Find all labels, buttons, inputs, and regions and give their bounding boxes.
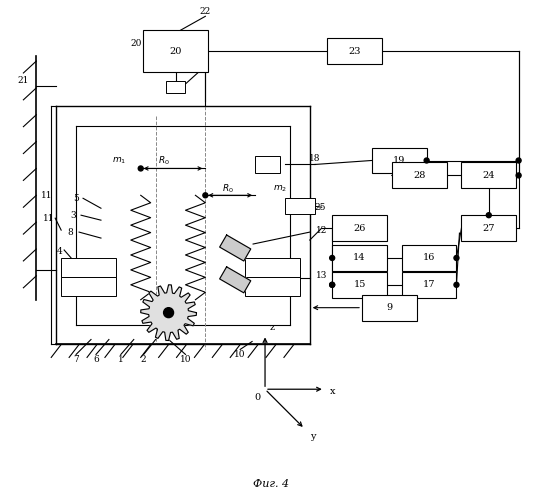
Text: $R_0$: $R_0$ [158,154,170,167]
Text: S: S [269,282,276,291]
Text: 16: 16 [423,254,435,262]
Bar [332,272,387,297]
Polygon shape [141,285,196,341]
Text: 28: 28 [413,171,425,180]
Circle shape [330,256,334,260]
Bar [285,198,315,214]
Text: 23: 23 [349,46,361,56]
Circle shape [424,158,429,163]
Text: 11: 11 [41,191,52,200]
Circle shape [516,173,521,178]
Bar [392,162,447,188]
Text: 22: 22 [200,7,211,16]
Circle shape [454,282,459,288]
Text: z: z [270,323,275,332]
Bar [143,30,208,72]
Text: 2: 2 [141,355,146,364]
Text: 25: 25 [314,202,326,211]
Text: N: N [84,282,93,291]
Text: 20: 20 [169,46,182,56]
Text: 17: 17 [423,280,435,289]
Text: 8: 8 [67,228,73,236]
Circle shape [203,193,208,198]
Text: 5: 5 [73,194,79,203]
Text: 6: 6 [93,355,99,364]
Text: 11: 11 [42,214,54,222]
Text: 4: 4 [56,248,62,256]
Text: 10: 10 [235,350,246,359]
Bar [402,245,456,271]
Text: 10: 10 [180,355,191,364]
Text: 18: 18 [309,154,320,163]
Text: 15: 15 [353,280,366,289]
Text: 21: 21 [18,76,29,86]
Text: 26: 26 [353,224,366,232]
Text: $m_2$: $m_2$ [273,183,287,194]
Bar [461,215,516,241]
Text: y: y [310,432,315,442]
Bar [61,277,116,295]
Text: S: S [85,263,92,272]
Text: 0: 0 [254,392,260,402]
Text: 12: 12 [316,226,327,234]
Bar [372,148,427,174]
Bar [245,277,300,295]
Bar [402,272,456,297]
Bar [332,215,387,241]
Text: $R_0$: $R_0$ [222,182,234,194]
Polygon shape [220,267,251,293]
Text: 1: 1 [118,355,124,364]
Text: x: x [330,386,335,396]
Bar [332,245,387,271]
Text: N: N [268,263,277,272]
Circle shape [164,308,173,318]
Circle shape [454,256,459,260]
Circle shape [516,158,521,163]
Text: 3: 3 [70,210,76,220]
Text: Фиг. 4: Фиг. 4 [253,478,289,488]
Circle shape [138,166,143,171]
Bar [255,156,280,174]
Bar [461,162,516,188]
Text: 27: 27 [482,224,495,232]
Polygon shape [220,235,251,261]
Text: 7: 7 [73,355,79,364]
Text: 13: 13 [316,272,327,280]
Text: 19: 19 [393,156,405,165]
Text: 14: 14 [353,254,366,262]
Text: 24: 24 [482,171,495,180]
Bar [245,258,300,277]
Circle shape [330,282,334,288]
Text: 20: 20 [130,38,141,48]
Circle shape [330,282,334,288]
Bar [362,294,417,320]
Bar [166,81,185,93]
Bar [327,38,382,64]
Circle shape [486,212,491,218]
Bar [61,258,116,277]
Text: $m_1$: $m_1$ [112,155,126,166]
Text: 9: 9 [386,303,392,312]
